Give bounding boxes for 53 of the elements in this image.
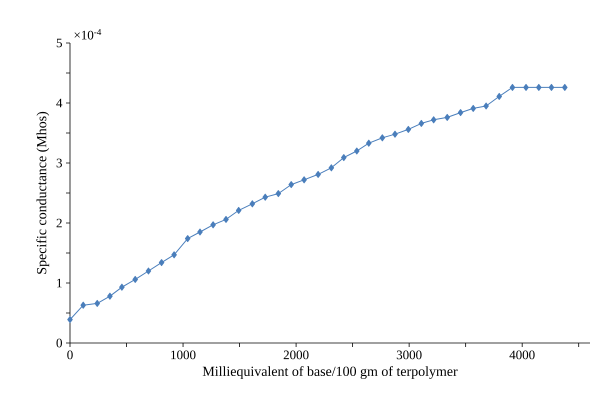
text: ×10$^{-4}$ [74,29,102,40]
point [444,114,450,121]
point [366,140,372,147]
point [536,84,542,91]
point [67,316,73,324]
point [548,84,554,91]
y-tick-label: 1 [57,278,62,288]
point [250,200,256,208]
point [94,300,100,307]
point [406,126,412,133]
point [107,292,113,300]
point [418,120,424,127]
point [315,170,321,178]
y-tick-label: 3 [56,158,62,168]
point [562,84,568,91]
point [510,84,516,91]
point [483,102,489,110]
x-tick-label: 3000 [396,350,422,360]
point [328,164,334,172]
point [171,251,177,258]
point [341,154,347,162]
point [380,134,386,142]
point [210,221,216,228]
x-tick-label: 4000 [509,350,535,360]
y-tick-label: 2 [56,218,62,228]
point [146,268,152,274]
point [523,84,529,91]
x-axis-title: Milliequivalent of base/100 gm of terpolymer [202,366,458,379]
point [119,284,125,291]
x-tick-label: 1000 [171,350,196,360]
point [236,206,242,214]
x-tick-label: 0 [67,350,73,360]
y-tick-label: 0 [56,338,62,348]
point [276,190,282,198]
point [184,235,190,242]
point [262,194,268,201]
point [354,147,360,154]
point [223,216,229,223]
point [158,259,164,266]
point [430,116,436,124]
point [470,104,476,112]
point [392,130,398,138]
point [80,302,86,309]
y-axis-title: Specific conductance (Mhos) [36,112,50,274]
y-tick-label: 5 [56,38,62,48]
point [197,228,203,236]
y-tick-label: 4 [56,98,62,108]
point [132,276,138,283]
x-tick-label: 2000 [284,350,309,360]
point [288,181,294,188]
point [458,109,464,116]
point [496,92,502,100]
point [301,176,307,184]
